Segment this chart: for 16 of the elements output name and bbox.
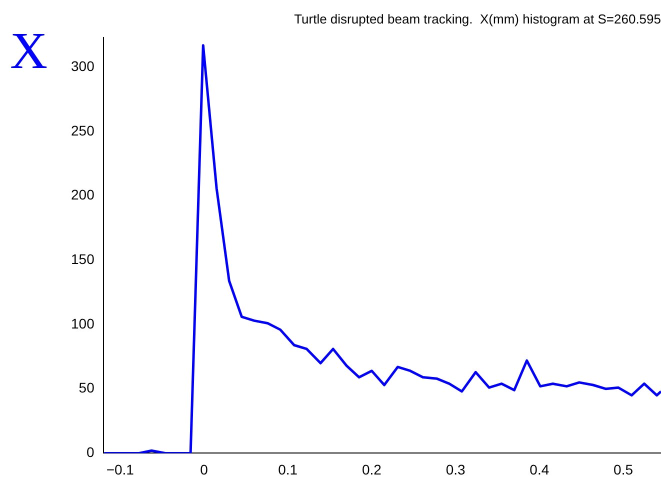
y-tick-label: 0 [86,444,95,460]
x-tick-label: 0.2 [362,461,382,478]
y-tick-label: 200 [71,186,95,203]
y-tick-label: 150 [71,251,95,268]
y-tick-label: 100 [71,315,95,332]
y-axis-title: X [10,23,48,80]
x-tick-label: 0.1 [278,461,298,478]
y-tick-label: 300 [71,58,95,74]
y-tick-label: 50 [78,380,95,396]
x-tick-label: 0.4 [530,461,550,478]
x-tick-label: 0.3 [446,461,466,478]
chart-title: Turtle disrupted beam tracking. X(mm) histogram at S=260.595 [294,11,661,26]
x-tick-label: 0.5 [614,461,634,478]
x-tick-label: 0 [200,461,208,478]
y-tick-label: 250 [71,122,95,138]
x-tick-label: −0.1 [106,461,134,478]
